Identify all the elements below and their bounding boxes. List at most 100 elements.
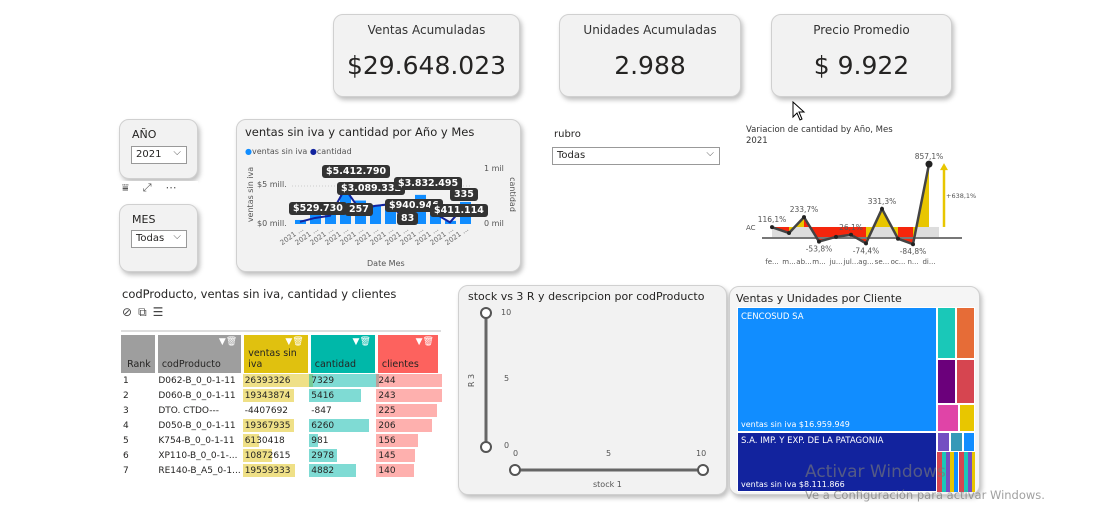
treemap: Ventas y Unidades por Cliente CENCOSUD S… — [729, 286, 980, 495]
table-row[interactable]: 4 D050-B_0_0-1-11 19367935 6260 206 — [121, 418, 440, 433]
filter-icon[interactable]: ▼🗑 — [415, 337, 434, 347]
data-bar — [309, 374, 380, 387]
data-bar — [309, 389, 362, 402]
rubro-slicer-title: rubro — [554, 129, 581, 140]
header-label: Rank — [127, 359, 151, 370]
kpi-title: Precio Promedio — [813, 23, 910, 37]
cell-rank: 4 — [123, 420, 129, 431]
data-point[interactable] — [896, 236, 900, 241]
treemap-tile[interactable] — [959, 404, 975, 432]
data-point[interactable] — [834, 234, 838, 239]
chart-title: Variacion de cantidad by Año, Mes — [746, 125, 893, 135]
data-point[interactable] — [925, 160, 933, 168]
filter-icon[interactable]: ⩸ — [122, 181, 129, 194]
table-row[interactable]: 7 RE140-B_A5_0-1... 19559333 4882 140 — [121, 463, 440, 478]
data-bar — [242, 449, 272, 462]
x-tick: ab... — [796, 258, 811, 266]
x-axis-label: Date Mes — [367, 259, 405, 268]
treemap-tile[interactable] — [963, 432, 975, 452]
treemap-tile[interactable] — [937, 307, 956, 359]
column-header-rank[interactable]: Rank — [121, 335, 158, 373]
cell-clientes: 206 — [376, 418, 439, 433]
x-tick: ju... — [828, 258, 842, 266]
y-tick: 0 — [504, 441, 510, 450]
data-point[interactable] — [849, 232, 853, 237]
column-header-ventas[interactable]: ▼🗑 ventas sin iva — [242, 335, 311, 373]
variance-area — [851, 226, 866, 244]
data-point[interactable] — [787, 231, 791, 236]
data-point[interactable] — [911, 242, 915, 247]
table-row[interactable]: 1 D062-B_0_0-1-11 26393326 7329 244 — [121, 373, 443, 388]
chart-title: Ventas y Unidades por Cliente — [736, 292, 902, 305]
data-point[interactable] — [880, 206, 884, 211]
treemap-tile[interactable] — [937, 432, 950, 452]
cell-clientes: 225 — [376, 403, 439, 418]
data-point[interactable] — [802, 215, 806, 220]
cell-codproducto: D060-B_0_0-1-11 — [158, 390, 236, 401]
table-row[interactable]: 3 DTO. CTDO--- -4407692 -847 225 — [121, 403, 440, 418]
data-bar — [242, 464, 295, 477]
year-value: 2021 — [136, 149, 162, 160]
year-dropdown[interactable]: 2021 ⌵ — [131, 146, 187, 164]
y-slider-handle[interactable] — [480, 441, 492, 453]
treemap-tile[interactable] — [937, 359, 956, 404]
data-label: $529.730 — [289, 202, 347, 215]
treemap-tile[interactable] — [937, 404, 959, 432]
bar-ventas[interactable] — [370, 205, 381, 224]
filter-icon[interactable]: ▼🗑 — [285, 337, 304, 347]
x-tick: n... — [907, 258, 918, 266]
x-slider-handle[interactable] — [697, 464, 709, 476]
cell-clientes: 243 — [376, 388, 443, 403]
cell-codproducto: RE140-B_A5_0-1... — [158, 465, 241, 476]
table-row[interactable]: 6 XP110-B_0_0-1-... 10872615 2978 145 — [121, 448, 440, 463]
data-point[interactable] — [817, 239, 821, 244]
treemap-tile-cencosud[interactable]: CENCOSUD SA ventas sin iva $16.959.949 — [737, 307, 937, 432]
cell-cantidad: 981 — [309, 434, 329, 447]
filter-icon[interactable]: ▼🗑 — [218, 337, 238, 347]
y2-tick: 1 mil — [484, 164, 504, 173]
treemap-tile[interactable] — [956, 359, 975, 404]
x-tick: 0 — [513, 449, 519, 458]
bar-ventas[interactable] — [385, 205, 396, 224]
header-label: clientes — [381, 359, 419, 370]
clear-filter-icon[interactable]: ⊘ — [122, 305, 133, 319]
cell-ventas: 19367935 — [242, 418, 310, 433]
legend-item-ventas[interactable]: ventas sin iva — [251, 147, 308, 156]
cell-codproducto: K754-B_0_0-1-11 — [158, 435, 235, 446]
column-header-cantidad[interactable]: ▼🗑 cantidad — [309, 335, 378, 373]
list-icon[interactable]: ☰ — [152, 305, 164, 319]
data-label: 116,1% — [758, 215, 787, 224]
data-point[interactable] — [864, 241, 868, 246]
tile-label: CENCOSUD SA — [741, 312, 804, 322]
x-slider-handle[interactable] — [509, 464, 521, 476]
scatter-chart: stock vs 3 R y descripcion por codProduc… — [458, 285, 727, 495]
chevron-down-icon: ⌵ — [173, 147, 181, 158]
table-row[interactable]: 2 D060-B_0_0-1-11 19343874 5416 243 — [121, 388, 443, 403]
column-header-codproducto[interactable]: ▼🗑 codProducto — [156, 335, 245, 373]
kpi-value: 2.988 — [614, 51, 686, 80]
more-options-icon[interactable]: ⋯ — [165, 181, 177, 194]
treemap-tile[interactable] — [956, 307, 975, 359]
treemap-tile-patagonia[interactable]: S.A. IMP. Y EXP. DE LA PATAGONIA ventas … — [737, 432, 937, 492]
filter-icon[interactable]: ▼🗑 — [352, 337, 371, 347]
drill-icon[interactable]: ⧉ — [138, 305, 147, 319]
treemap-small-tiles[interactable] — [937, 452, 975, 492]
legend-item-cantidad[interactable]: cantidad — [316, 147, 352, 156]
focus-mode-icon[interactable]: ⤢ — [142, 181, 152, 194]
kpi-value: $29.648.023 — [346, 51, 507, 80]
table-row[interactable]: 5 K754-B_0_0-1-11 6130418 981 156 — [121, 433, 440, 448]
cell-rank: 5 — [123, 435, 129, 446]
bar-ventas[interactable] — [310, 214, 321, 224]
data-label: $5.412.790 — [322, 165, 391, 178]
data-bar — [376, 464, 415, 477]
cell-cantidad: 7329 — [309, 373, 380, 388]
column-header-clientes[interactable]: ▼🗑 clientes — [376, 335, 442, 373]
month-dropdown[interactable]: Todas ⌵ — [131, 230, 187, 248]
x-tick: m... — [812, 258, 826, 266]
y-slider-handle[interactable] — [480, 307, 492, 319]
treemap-tile[interactable] — [950, 432, 963, 452]
cell-rank: 6 — [123, 450, 129, 461]
cell-codproducto: XP110-B_0_0-1-... — [158, 450, 238, 461]
data-point[interactable] — [770, 225, 774, 230]
rubro-dropdown[interactable]: Todas ⌵ — [552, 147, 720, 165]
